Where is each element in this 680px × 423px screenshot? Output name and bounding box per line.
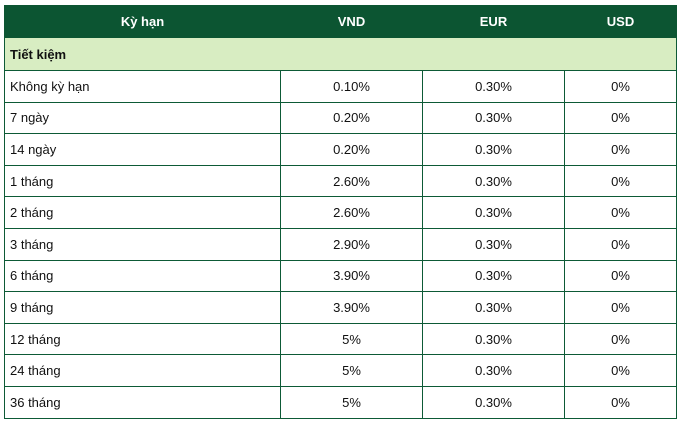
cell-usd: 0%: [564, 101, 677, 135]
table-row: 3 tháng 2.90% 0.30% 0%: [4, 227, 677, 261]
cell-usd: 0%: [564, 227, 677, 261]
cell-eur: 0.30%: [422, 259, 565, 293]
cell-usd: 0%: [564, 259, 677, 293]
cell-eur: 0.30%: [422, 101, 565, 135]
cell-term: 2 tháng: [4, 196, 281, 229]
group-label: Tiết kiệm: [4, 37, 677, 71]
cell-eur: 0.30%: [422, 354, 565, 387]
header-eur: EUR: [422, 5, 565, 38]
cell-vnd: 5%: [280, 354, 423, 387]
cell-usd: 0%: [564, 291, 677, 324]
cell-vnd: 0.20%: [280, 101, 423, 135]
cell-usd: 0%: [564, 196, 677, 229]
cell-eur: 0.30%: [422, 227, 565, 261]
header-vnd: VND: [280, 5, 423, 38]
table-row: Không kỳ hạn 0.10% 0.30% 0%: [4, 70, 677, 103]
cell-eur: 0.30%: [422, 291, 565, 324]
cell-eur: 0.30%: [422, 385, 565, 419]
table-row: 24 tháng 5% 0.30% 0%: [4, 354, 677, 387]
cell-vnd: 2.90%: [280, 227, 423, 261]
group-row-savings: Tiết kiệm: [4, 37, 677, 71]
header-row: Kỳ hạn VND EUR USD: [4, 5, 677, 38]
cell-vnd: 3.90%: [280, 259, 423, 293]
cell-eur: 0.30%: [422, 70, 565, 103]
cell-usd: 0%: [564, 385, 677, 419]
cell-term: 24 tháng: [4, 354, 281, 387]
cell-vnd: 3.90%: [280, 291, 423, 324]
table-row: 9 tháng 3.90% 0.30% 0%: [4, 291, 677, 324]
table-row: 7 ngày 0.20% 0.30% 0%: [4, 101, 677, 135]
cell-eur: 0.30%: [422, 133, 565, 166]
table-row: 12 tháng 5% 0.30% 0%: [4, 322, 677, 356]
cell-eur: 0.30%: [422, 196, 565, 229]
cell-vnd: 5%: [280, 385, 423, 419]
cell-usd: 0%: [564, 322, 677, 356]
cell-term: 36 tháng: [4, 385, 281, 419]
table-row: 36 tháng 5% 0.30% 0%: [4, 385, 677, 419]
cell-term: 12 tháng: [4, 322, 281, 356]
cell-term: 9 tháng: [4, 291, 281, 324]
cell-usd: 0%: [564, 354, 677, 387]
cell-usd: 0%: [564, 70, 677, 103]
cell-usd: 0%: [564, 133, 677, 166]
cell-vnd: 0.10%: [280, 70, 423, 103]
cell-vnd: 0.20%: [280, 133, 423, 166]
cell-term: 14 ngày: [4, 133, 281, 166]
cell-term: 3 tháng: [4, 227, 281, 261]
header-term: Kỳ hạn: [4, 5, 281, 38]
interest-rate-table: Kỳ hạn VND EUR USD Tiết kiệm Không kỳ hạ…: [4, 5, 677, 419]
header-usd: USD: [564, 5, 677, 38]
table-row: 14 ngày 0.20% 0.30% 0%: [4, 133, 677, 166]
table-row: 2 tháng 2.60% 0.30% 0%: [4, 196, 677, 229]
cell-eur: 0.30%: [422, 322, 565, 356]
cell-eur: 0.30%: [422, 164, 565, 198]
cell-vnd: 5%: [280, 322, 423, 356]
cell-vnd: 2.60%: [280, 196, 423, 229]
table-row: 6 tháng 3.90% 0.30% 0%: [4, 259, 677, 293]
cell-term: Không kỳ hạn: [4, 70, 281, 103]
cell-term: 1 tháng: [4, 164, 281, 198]
table-row: 1 tháng 2.60% 0.30% 0%: [4, 164, 677, 198]
cell-vnd: 2.60%: [280, 164, 423, 198]
cell-term: 6 tháng: [4, 259, 281, 293]
cell-term: 7 ngày: [4, 101, 281, 135]
cell-usd: 0%: [564, 164, 677, 198]
